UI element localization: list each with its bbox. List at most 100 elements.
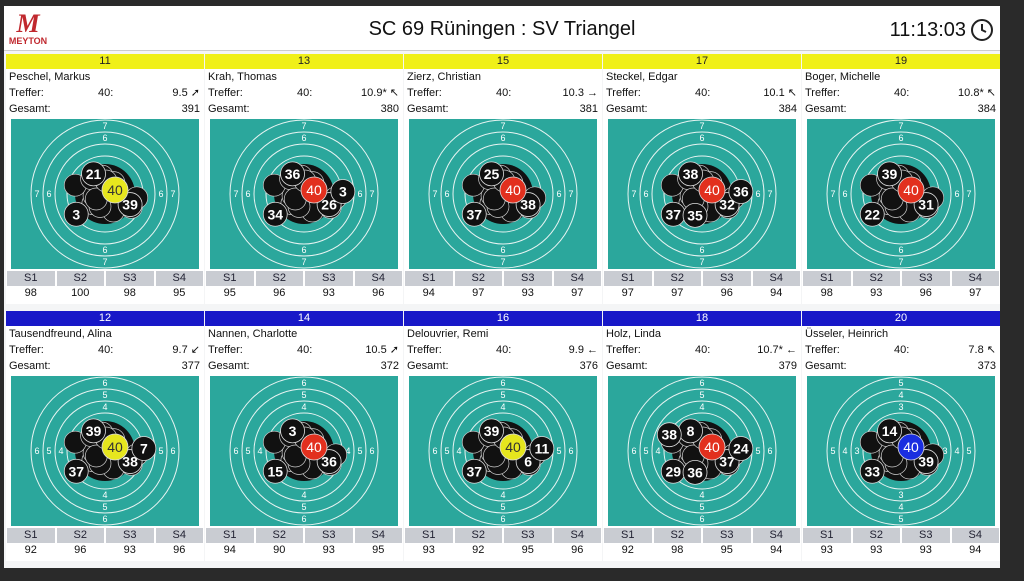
hits-count: 40: — [695, 87, 711, 99]
shot-number: 21 — [86, 166, 102, 182]
series-label: S3 — [305, 528, 353, 543]
hits-row: Treffer: 40: 7.8 ↖ — [802, 342, 1000, 358]
ring — [850, 143, 952, 245]
ring-label: 7 — [102, 121, 107, 131]
shot-number: 38 — [661, 427, 677, 443]
ring-label: 4 — [500, 402, 505, 412]
series-value: 92 — [24, 544, 37, 556]
lane-number: 12 — [6, 311, 204, 326]
ring-label: 5 — [699, 390, 704, 400]
ring-label: 6 — [170, 446, 175, 456]
total-row: Gesamt: 391 — [6, 101, 204, 117]
series-label: S3 — [703, 528, 751, 543]
hits-row: Treffer: 40: 9.9 ← — [404, 342, 602, 358]
header: M MEYTON SC 69 Rüningen : SV Triangel 11:… — [4, 6, 1000, 51]
series-label: S1 — [405, 528, 453, 543]
series-label: S3 — [504, 271, 552, 286]
hits-row: Treffer: 40: 9.7 ↙ — [6, 342, 204, 358]
shot — [461, 201, 487, 227]
last-shot — [300, 176, 328, 204]
ring-label: 3 — [942, 446, 947, 456]
shot-number: 11 — [534, 441, 549, 457]
shot-number: 38 — [122, 454, 138, 470]
ring-label: 7 — [233, 189, 238, 199]
ring-label: 5 — [301, 502, 306, 512]
last-shot-number: 40 — [505, 439, 521, 455]
shot-number: 38 — [520, 197, 536, 213]
lane-panel: 11 Peschel, Markus Treffer: 40: 9.5 ➚ Gesamt:… — [6, 54, 204, 304]
ring-label: 5 — [444, 446, 449, 456]
series-header: S1 S2 S3 S4 — [6, 528, 204, 543]
series-label: S3 — [504, 528, 552, 543]
shot — [877, 418, 902, 444]
ring-label: 4 — [898, 390, 903, 400]
shot-number: 3 — [72, 206, 80, 222]
series-label: S4 — [951, 271, 999, 286]
ring-label: 6 — [631, 446, 636, 456]
series-value: 98 — [24, 287, 37, 299]
shot-number: 36 — [733, 184, 749, 200]
lane-number: 18 — [603, 311, 801, 326]
last-shot — [101, 176, 129, 204]
shooter-name: Peschel, Markus — [9, 71, 91, 83]
total-label: Gesamt: — [606, 103, 648, 115]
total-row: Gesamt: 372 — [205, 358, 403, 374]
hits-count: 40: — [894, 87, 910, 99]
ring-label: 5 — [898, 378, 903, 388]
hits-row: Treffer: 40: 10.3 → — [404, 85, 602, 101]
shot-number: 3 — [289, 423, 297, 439]
ring-label: 6 — [500, 133, 505, 143]
series-value: 98 — [820, 287, 833, 299]
lane-number: 14 — [205, 311, 403, 326]
hits-row: Treffer: 40: 10.1 ↖ — [603, 85, 801, 101]
ring-label: 5 — [500, 390, 505, 400]
series-value: 93 — [322, 544, 335, 556]
series-value: 94 — [422, 287, 435, 299]
ring-label: 6 — [699, 514, 704, 524]
time: 11:13:03 — [889, 19, 966, 41]
shot-number: 36 — [687, 464, 703, 480]
ring-label: 4 — [456, 446, 461, 456]
ring — [627, 376, 777, 526]
series-header: S1 S2 S3 S4 — [802, 528, 1000, 543]
series-label: S4 — [354, 528, 402, 543]
hits-row: Treffer: 40: 9.5 ➚ — [6, 85, 204, 101]
last-shot-value: 10.1 ↖ — [763, 87, 797, 99]
ring-label: 6 — [643, 189, 648, 199]
series-label: S4 — [951, 528, 999, 543]
series-values: 97 97 96 94 — [603, 286, 801, 301]
logo-text: MEYTON — [8, 36, 48, 46]
ring — [826, 376, 976, 526]
ring-label: 6 — [357, 189, 362, 199]
series-values: 92 96 93 96 — [6, 543, 204, 558]
shooter-name: Nannen, Charlotte — [208, 328, 298, 340]
ring — [838, 388, 964, 514]
shooter-name: Tausendfreund, Alina — [9, 328, 112, 340]
shot-number: 7 — [140, 441, 148, 457]
ring-label: 6 — [500, 245, 505, 255]
shot-number: 39 — [882, 166, 898, 182]
shot-number: 39 — [484, 423, 500, 439]
series-value: 95 — [720, 544, 733, 556]
series-value: 98 — [123, 287, 136, 299]
series-value: 97 — [969, 287, 982, 299]
ring — [452, 143, 554, 245]
series-value: 97 — [671, 287, 684, 299]
last-shot-number: 40 — [306, 439, 322, 455]
ring-label: 5 — [500, 502, 505, 512]
ring-label: 6 — [233, 446, 238, 456]
series-value: 90 — [273, 544, 286, 556]
ring-label: 6 — [898, 245, 903, 255]
ring-label: 4 — [898, 502, 903, 512]
series-label: S4 — [553, 271, 601, 286]
shot — [728, 436, 754, 461]
shot — [131, 436, 157, 461]
shot-number: 15 — [267, 463, 283, 479]
ring — [30, 119, 180, 269]
lane-panel: 20 Üsseler, Heinrich Treffer: 40: 7.8 ↖ Gesam… — [802, 311, 1000, 561]
shot-number: 39 — [122, 197, 138, 213]
hits-label: Treffer: — [208, 344, 243, 356]
